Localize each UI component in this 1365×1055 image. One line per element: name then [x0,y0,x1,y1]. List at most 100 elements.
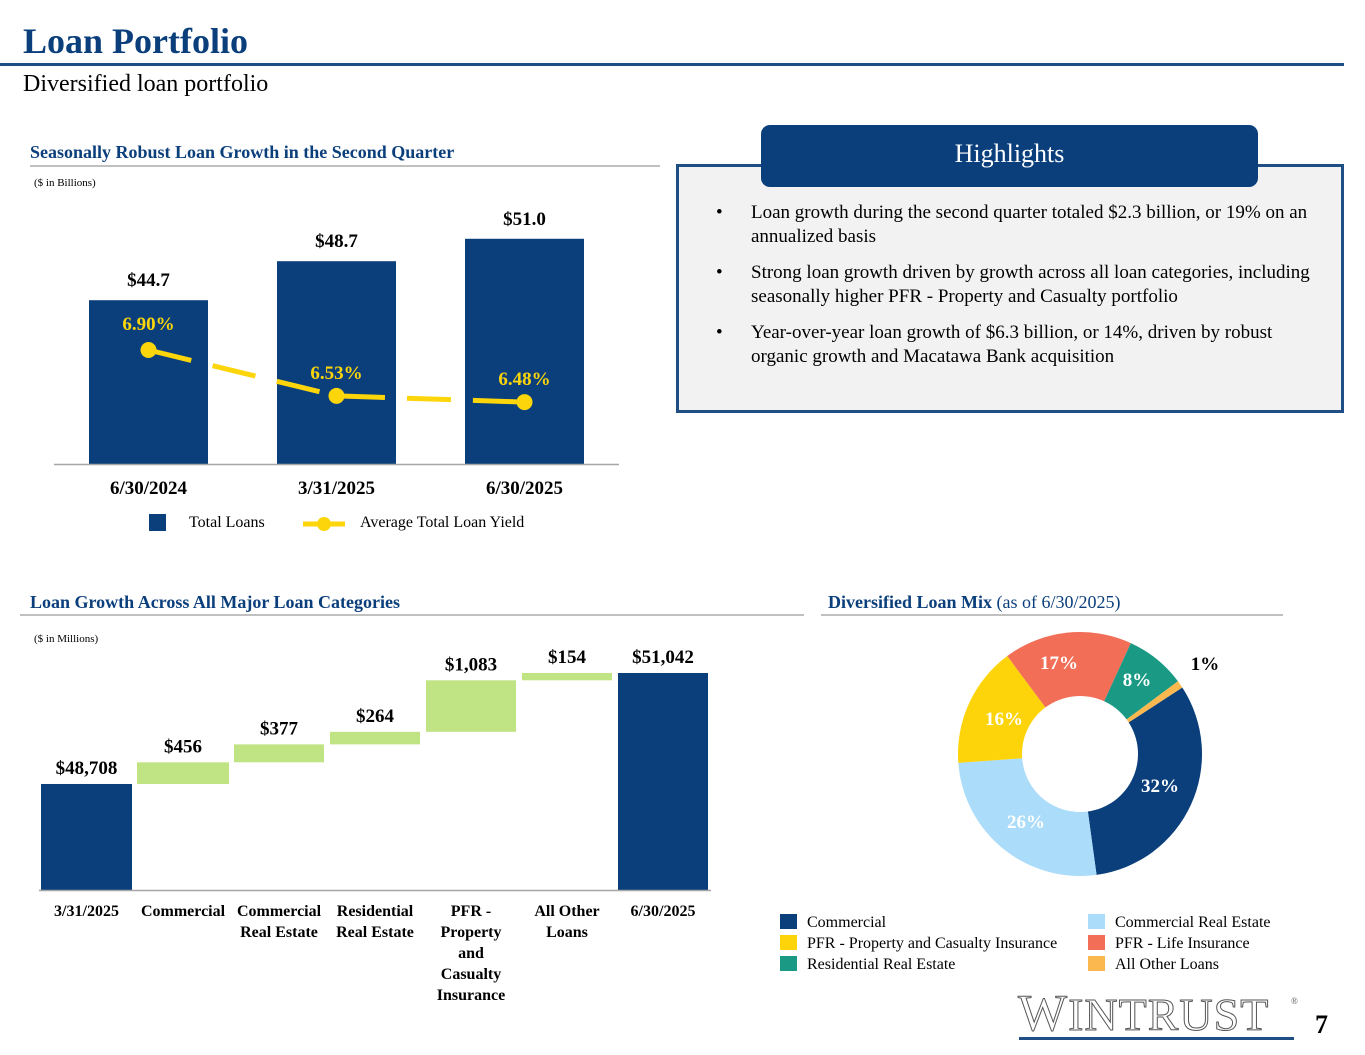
waterfall-value-label: $456 [164,736,202,757]
legend-swatch [780,935,797,950]
donut-slice-pfr-property-and-casualty-insurance [958,656,1046,763]
waterfall-value-label: $1,083 [445,654,497,675]
registered-mark: ® [1291,996,1298,1006]
bar-3-31-2025 [277,261,396,464]
legend-label: All Other Loans [1115,956,1219,973]
bullet-icon: • [716,322,723,343]
logo-initial: W [1017,985,1069,1042]
donut-slice-residential-real-estate [1104,643,1178,720]
donut-slice-commercial [1087,687,1202,875]
bar-6-30-2024 [89,300,208,464]
section-rule [30,165,660,167]
donut-slice-label: 16% [985,709,1023,730]
legend-item-residential-real-estate: Residential Real Estate [780,954,1057,975]
legend-label: PFR - Life Insurance [1115,935,1250,952]
highlights-box [676,164,1344,413]
waterfall-category-label: Residential Real Estate [336,903,414,941]
donut-slice-label: 8% [1123,670,1152,691]
yield-value-label: 6.90% [122,314,174,335]
unit-note-millions: ($ in Millions) [34,633,99,645]
bullet-icon: • [716,202,723,223]
logo-rest: INTRUST [1068,989,1270,1040]
legend-label: PFR - Property and Casualty Insurance [807,935,1058,952]
unit-note-billions: ($ in Billions) [34,177,96,189]
legend-item-all-other-loans: All Other Loans [1088,954,1271,975]
highlight-item: • Strong loan growth driven by growth acr… [716,261,1328,309]
x-tick-label: 3/31/2025 [298,478,375,499]
loan-growth-chart-title: Seasonally Robust Loan Growth in the Sec… [30,142,455,162]
page-subtitle: Diversified loan portfolio [23,71,269,97]
highlight-text: Loan growth during the second quarter to… [751,202,1308,247]
wintrust-logo: WINTRUST [1017,987,1270,1040]
legend-swatch [1088,935,1105,950]
waterfall-bar-pfr-property-and-casualty-insurance [426,680,516,732]
waterfall-bar-commercial [137,762,229,784]
donut-slice-label: 1% [1191,654,1220,675]
highlight-text: Year-over-year loan growth of $6.3 billi… [751,322,1273,367]
legend-line-yield-icon [303,517,345,531]
donut-slice-label: 17% [1040,653,1078,674]
legend-label: Residential Real Estate [807,956,956,973]
waterfall-category-label: All Other Loans [534,903,599,941]
waterfall-category-label: PFR -Property and Casualty Insurance [437,903,505,1004]
waterfall-bar-residential-real-estate [330,731,420,745]
page-title: Loan Portfolio [23,21,248,61]
waterfall-bar-commercial-real-estate [234,744,324,763]
yield-point [516,394,533,411]
legend-swatch [780,914,797,929]
highlights-list: • Loan growth during the second quarter t… [716,201,1328,381]
loan-mix-title-suffix: (as of 6/30/2025) [996,592,1121,612]
x-tick-label: 6/30/2024 [110,478,188,499]
legend-label-total-loans: Total Loans [189,514,265,531]
waterfall-category-label: 3/31/2025 [54,903,119,920]
waterfall-category-label: Commercial [141,903,226,920]
legend-item-commercial-real-estate: Commercial Real Estate [1088,912,1271,933]
donut-slice-label: 32% [1141,776,1179,797]
yield-value-label: 6.53% [310,363,362,384]
loan-growth-bar-chart: $44.7 6/30/2024 $48.7 3/31/2025 $51.0 6/30/20… [54,209,619,499]
loan-mix-title-main: Diversified Loan Mix [828,592,992,612]
waterfall-bar-3-31-2025 [41,783,132,890]
bar-6-30-2025 [465,238,584,464]
section-rule [821,614,1283,616]
highlight-item: • Year-over-year loan growth of $6.3 bill… [716,321,1328,369]
waterfall-value-label: $48,708 [56,758,118,779]
bar-value-label: $51.0 [503,209,546,230]
highlight-item: • Loan growth during the second quarter t… [716,201,1328,249]
waterfall-category-label: 6/30/2025 [631,903,696,920]
waterfall-bar-6-30-2025 [618,672,708,890]
waterfall-value-label: $377 [260,718,299,739]
legend-swatch [1088,914,1105,929]
loan-mix-legend-col-2: Commercial Real Estate PFR - Life Insura… [1088,912,1271,975]
legend-label: Commercial [807,914,887,931]
yield-point [140,342,157,358]
donut-slice-all-other-loans [1126,681,1183,723]
loan-mix-chart-title: Diversified Loan Mix (as of 6/30/2025) [828,591,1120,613]
legend-label-yield: Average Total Loan Yield [360,514,525,531]
yield-point [328,387,345,404]
donut-slice-commercial-real-estate [958,758,1097,876]
legend-swatch-total-loans [149,514,166,531]
donut-slice-pfr-life-insurance [1007,632,1131,708]
legend-swatch [1088,956,1105,971]
highlights-title: Highlights [761,125,1258,187]
section-rule [20,614,804,616]
title-rule [0,63,1344,66]
bar-value-label: $48.7 [315,231,358,252]
yield-value-label: 6.48% [498,369,550,390]
waterfall-chart-title: Loan Growth Across All Major Loan Catego… [30,592,400,612]
logo-underline [1019,1037,1294,1040]
loan-growth-waterfall-chart: $48,708 $456 $377 $264 $1,083 $154 $51,042 3/3… [39,647,711,1004]
highlight-text: Strong loan growth driven by growth acro… [751,262,1310,307]
waterfall-value-label: $51,042 [632,647,694,668]
waterfall-value-label: $264 [356,706,395,727]
donut-slice-label: 26% [1007,812,1045,833]
waterfall-category-label: Commercial Real Estate [237,903,322,941]
legend-item-pfr-life-insurance: PFR - Life Insurance [1088,933,1271,954]
bullet-icon: • [716,262,723,283]
legend-label: Commercial Real Estate [1115,914,1271,931]
loan-mix-donut-chart: 32% 26% 16% 17% 8% 1% [958,632,1220,876]
page-number: 7 [1315,1010,1328,1039]
bar-value-label: $44.7 [127,270,170,291]
x-tick-label: 6/30/2025 [486,478,563,499]
